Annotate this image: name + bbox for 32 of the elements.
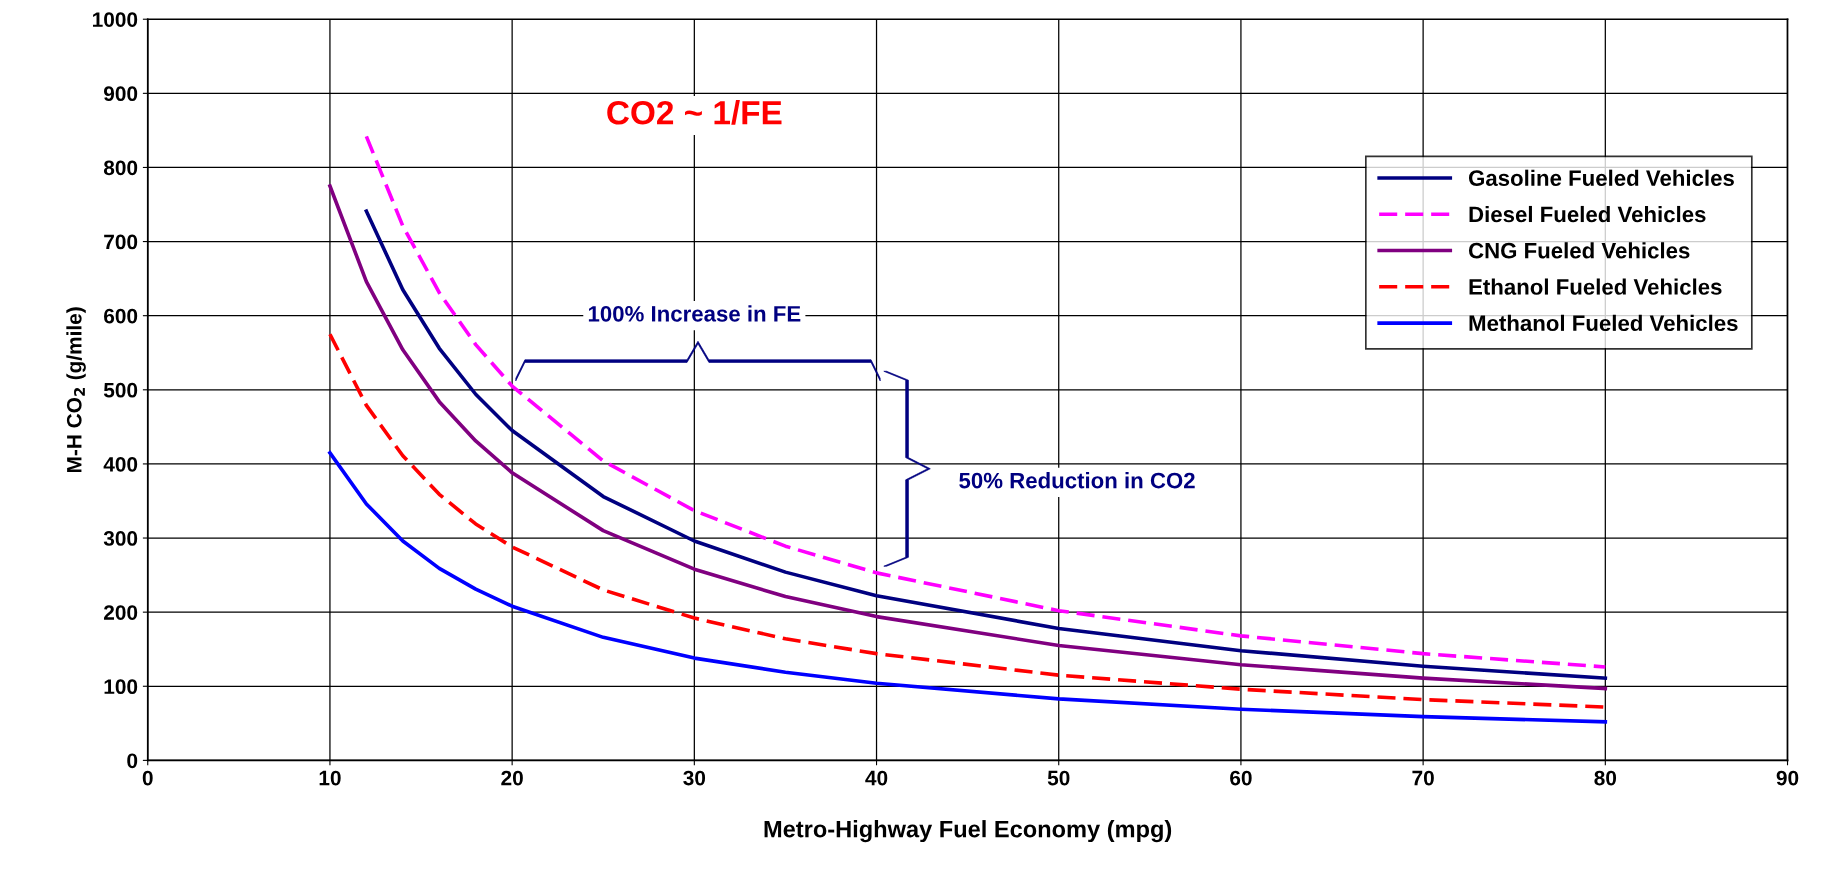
y-tick-label: 800 bbox=[103, 160, 138, 176]
y-axis-title: M-H CO$_{2}$ (g/mile) bbox=[66, 307, 86, 473]
legend-label: Diesel Fueled Vehicles bbox=[1469, 205, 1706, 223]
y-tick-label: 100 bbox=[104, 679, 138, 695]
x-axis-title: Metro-Highway Fuel Economy (mpg) bbox=[764, 820, 1172, 843]
x-tick-label: 40 bbox=[865, 770, 888, 786]
x-tick-label: 80 bbox=[1594, 770, 1617, 786]
y-tick-label: 600 bbox=[104, 308, 138, 324]
y-tick-label: 700 bbox=[104, 234, 138, 250]
legend-label: Ethanol Fueled Vehicles bbox=[1469, 278, 1722, 295]
x-tick-label: 20 bbox=[501, 770, 523, 786]
line-series bbox=[328, 450, 1608, 724]
y-tick-label: 1000 bbox=[92, 12, 138, 27]
annotation: CO2 ~ 1/FE bbox=[607, 100, 782, 125]
y-tick-label: 900 bbox=[103, 86, 138, 102]
x-tick-label: 0 bbox=[142, 770, 153, 786]
annotation: 50% Reduction in CO2 bbox=[959, 472, 1195, 489]
y-tick-label: 400 bbox=[103, 456, 138, 472]
x-tick-label: 50 bbox=[1047, 770, 1070, 786]
x-tick-label: 60 bbox=[1230, 770, 1252, 786]
annotation: 100% Increase in FE bbox=[588, 305, 801, 322]
y-tick-label: 500 bbox=[103, 382, 138, 398]
x-tick-label: 70 bbox=[1412, 770, 1434, 786]
legend-label: Gasoline Fueled Vehicles bbox=[1468, 169, 1734, 186]
legend-label: CNG Fueled Vehicles bbox=[1468, 242, 1690, 259]
x-tick-label: 30 bbox=[683, 770, 706, 786]
legend-label: Methanol Fueled Vehicles bbox=[1469, 314, 1738, 332]
x-tick-label: 90 bbox=[1776, 770, 1799, 786]
y-tick-label: 200 bbox=[103, 605, 138, 620]
y-tick-label: 0 bbox=[127, 753, 138, 769]
x-tick-label: 10 bbox=[319, 770, 341, 786]
y-tick-label: 300 bbox=[103, 531, 138, 546]
